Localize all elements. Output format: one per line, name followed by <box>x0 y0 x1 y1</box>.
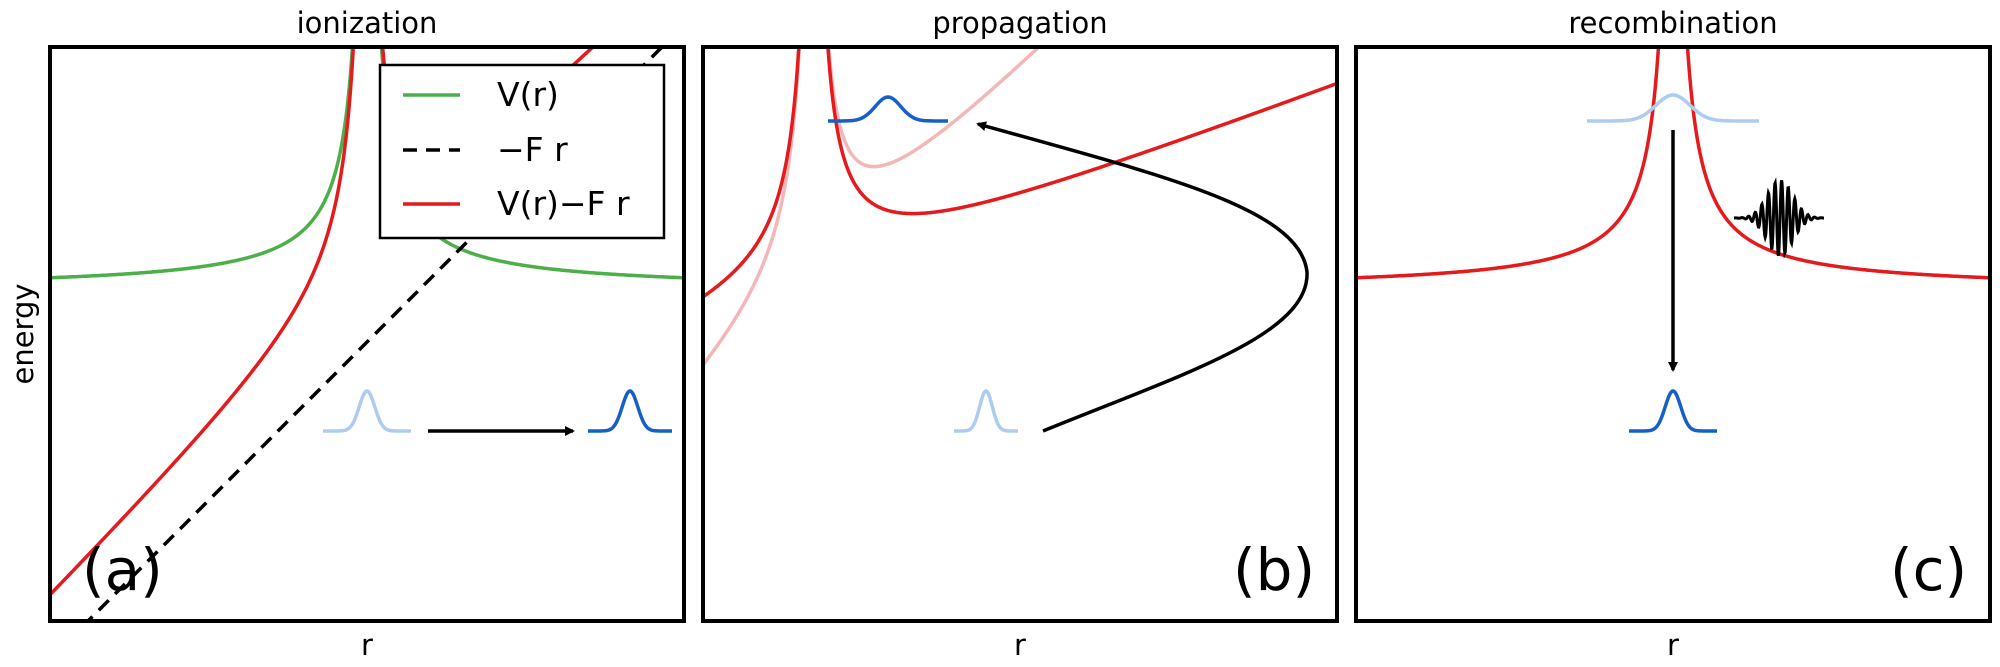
x-axis-label-a: r <box>361 628 373 662</box>
trajectory-arrow <box>976 121 1309 433</box>
legend-label-total: V(r)−F r <box>497 184 630 223</box>
total-potential-curve <box>1356 47 1990 280</box>
panel-title-recombination: recombination <box>1568 6 1777 40</box>
panel-frame-b <box>701 45 1339 623</box>
legend-box <box>378 63 666 240</box>
recombined-wavepacket <box>1629 389 1717 433</box>
emitted-photon-icon <box>1734 177 1824 259</box>
panel-title-propagation: propagation <box>932 6 1107 40</box>
returning-wavepacket-light <box>1587 93 1759 123</box>
previous-potential-curve-faded <box>703 47 1042 367</box>
tunneled-wavepacket <box>588 389 672 433</box>
panel-frame-a <box>48 45 686 623</box>
panel-recombination: recombination (c) r <box>1354 6 1992 662</box>
x-axis-label-c: r <box>1667 628 1679 662</box>
panel-propagation: propagation (b) r <box>701 6 1339 662</box>
panel-label-a: (a) <box>82 536 163 604</box>
returning-wavepacket <box>828 95 948 123</box>
panel-ionization: ionization (a) r V(r) −F r V(r)−F r <box>48 6 686 662</box>
bound-wavepacket-light <box>323 389 411 433</box>
ionized-wavepacket-light <box>954 389 1018 433</box>
x-axis-label-b: r <box>1014 628 1026 662</box>
total-potential-curve <box>703 47 1337 299</box>
legend: V(r) −F r V(r)−F r <box>378 63 666 240</box>
legend-label-field: −F r <box>497 130 568 169</box>
panel-label-b: (b) <box>1233 536 1315 604</box>
panel-label-c: (c) <box>1890 536 1967 604</box>
panel-frame-c <box>1354 45 1992 623</box>
y-axis-label: energy <box>6 283 40 384</box>
legend-label-potential: V(r) <box>497 75 559 114</box>
panel-title-ionization: ionization <box>297 6 438 40</box>
